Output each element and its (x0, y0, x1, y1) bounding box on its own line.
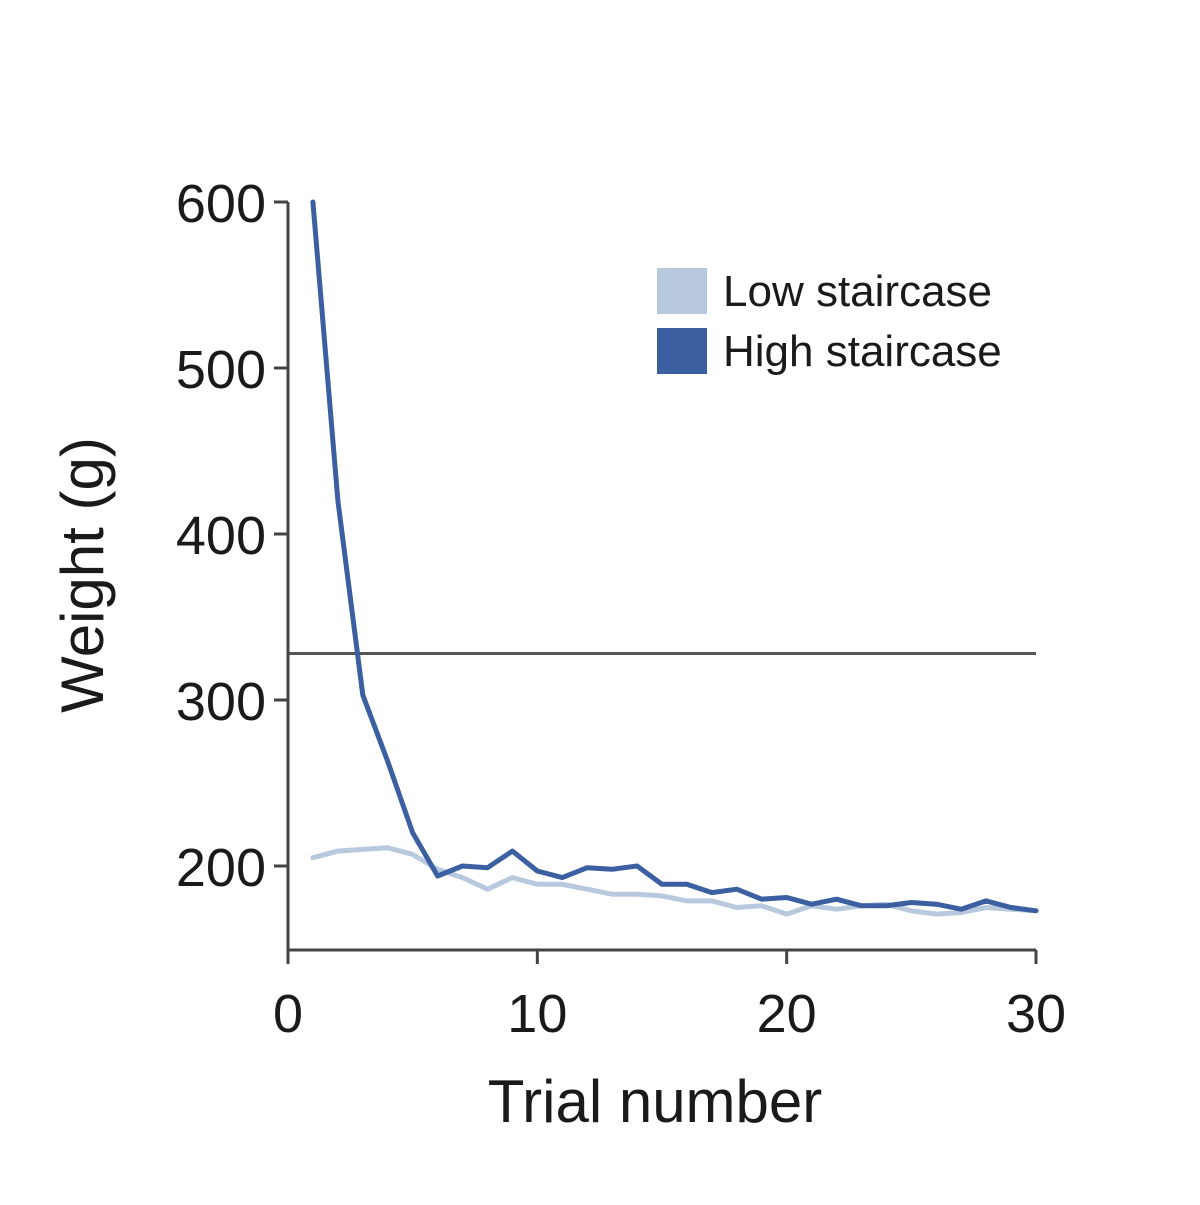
x-tick-label: 30 (1006, 984, 1066, 1044)
y-tick-label: 200 (176, 838, 266, 898)
legend-label: High staircase (723, 327, 1002, 376)
y-tick-label: 500 (176, 340, 266, 400)
y-tick-label: 600 (176, 174, 266, 234)
x-tick-label: 20 (757, 984, 817, 1044)
legend-swatch (657, 268, 707, 314)
y-axis-label: Weight (g) (49, 437, 116, 713)
y-tick-label: 400 (176, 506, 266, 566)
x-axis-label: Trial number (488, 1068, 823, 1135)
legend: Low staircase High staircase (657, 267, 1002, 376)
x-tick-label: 10 (507, 984, 567, 1044)
legend-swatch (657, 328, 707, 374)
x-tick-label: 0 (273, 984, 303, 1044)
legend-label: Low staircase (723, 267, 992, 316)
y-tick-label: 300 (176, 672, 266, 732)
